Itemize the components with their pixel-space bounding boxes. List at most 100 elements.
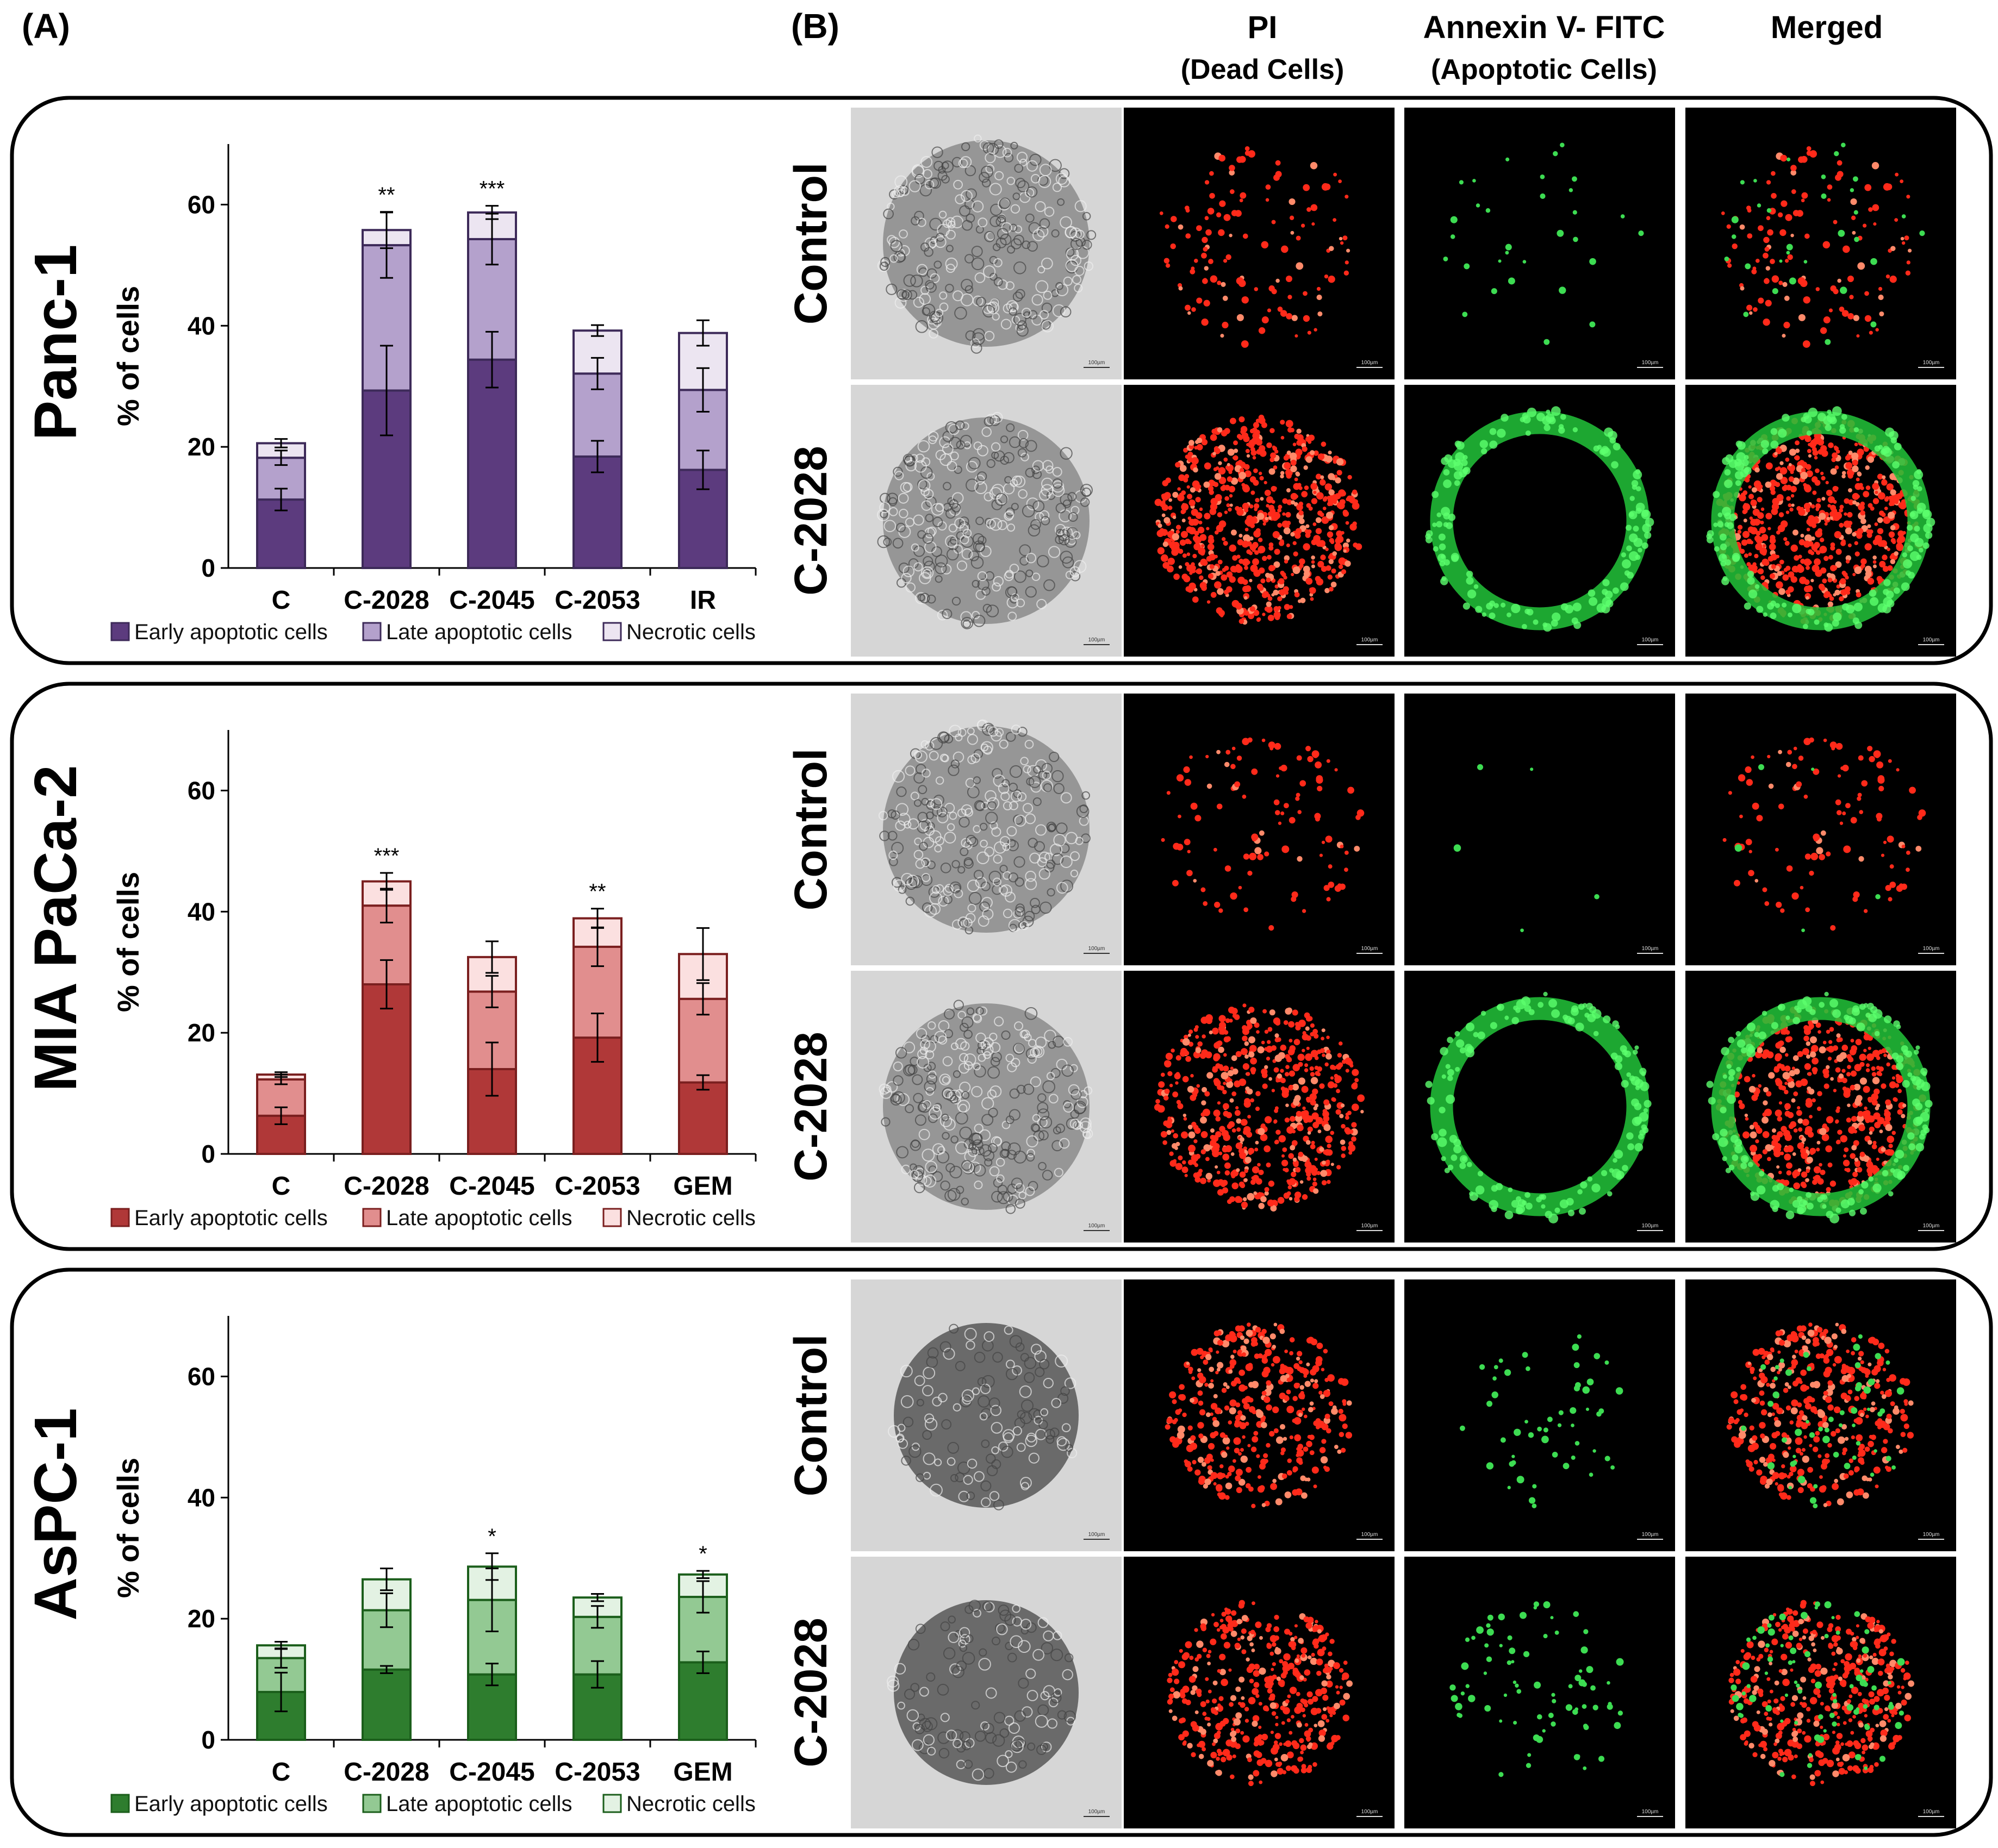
pi-signal [1778, 280, 1783, 285]
pi-signal [1235, 1106, 1239, 1110]
annexin-signal [1853, 210, 1858, 215]
cell [999, 836, 1011, 847]
cell [949, 499, 959, 509]
pi-signal [1185, 1056, 1192, 1062]
pi-signal [1851, 1116, 1857, 1122]
pi-signal [1248, 613, 1254, 620]
pi-signal [1888, 496, 1893, 500]
pi-signal [1764, 278, 1769, 282]
pi-signal [1256, 617, 1261, 622]
pi-signal [1188, 1145, 1196, 1153]
pi-signal [1352, 1082, 1358, 1088]
cell [968, 457, 981, 470]
pi-signal [1864, 291, 1869, 296]
cell [896, 1146, 909, 1159]
pi-signal [1346, 497, 1350, 502]
pi-signal [1327, 1179, 1331, 1184]
pi-signal [1253, 610, 1260, 616]
pi-signal [1822, 578, 1827, 584]
pi-signal [1305, 524, 1310, 528]
pi-signal [1167, 1071, 1173, 1077]
pi-signal [1780, 1151, 1784, 1156]
cell [1035, 759, 1048, 771]
annexin-signal [1841, 142, 1846, 148]
pi-signal [1901, 844, 1906, 848]
pi-signal [1193, 543, 1201, 551]
pi-signal [1778, 512, 1784, 517]
cell [966, 460, 978, 473]
pi-signal [1226, 503, 1230, 508]
pi-signal [1189, 755, 1193, 759]
pi-signal [1200, 887, 1206, 892]
scale-bar: 100µm [1637, 1223, 1663, 1231]
cell [942, 443, 954, 455]
pi-signal [1743, 519, 1747, 523]
cell [979, 172, 990, 183]
pi-signal [1314, 328, 1317, 332]
annexin-signal [1601, 446, 1609, 454]
cell [924, 1080, 936, 1093]
pi-signal [1915, 846, 1922, 852]
pi-signal [1274, 810, 1280, 815]
pi-signal [1298, 1151, 1304, 1157]
pi-signal [1818, 449, 1823, 455]
pi-signal [1845, 462, 1853, 470]
pi-signal [1814, 1175, 1821, 1182]
pi-signal [1876, 1103, 1881, 1108]
annexin-signal [1455, 1066, 1460, 1072]
pi-signal [1771, 171, 1776, 176]
pi-signal [1847, 543, 1852, 547]
pi-signal [1819, 548, 1825, 554]
cell [942, 608, 953, 619]
cell [903, 1041, 916, 1054]
cell [1058, 534, 1070, 546]
cell [974, 481, 987, 495]
annexin-signal [1610, 1052, 1618, 1060]
annexin-signal [1462, 602, 1471, 610]
annexin-signal [1884, 1015, 1892, 1023]
pi-signal [1199, 534, 1207, 541]
annexin-signal [1453, 1145, 1462, 1154]
pi-signal [1760, 520, 1764, 525]
pi-signal [1242, 484, 1249, 491]
row-label: C-2028 [785, 1032, 836, 1182]
pi-signal [1787, 1112, 1794, 1119]
pi-signal [1181, 1166, 1188, 1173]
pi-signal [1294, 334, 1298, 338]
pi-signal [1215, 1147, 1219, 1152]
pi-signal [1822, 1068, 1829, 1075]
pi-signal [1307, 1131, 1311, 1135]
pi-signal [1866, 1166, 1874, 1175]
pi-signal [1275, 774, 1280, 778]
cell [931, 503, 944, 516]
pi-signal [1289, 1178, 1296, 1185]
pi-signal [1268, 516, 1272, 520]
annexin-signal [1446, 1094, 1455, 1104]
cell [926, 860, 936, 870]
cell [890, 1093, 900, 1103]
pi-signal [1205, 1014, 1213, 1022]
annexin-signal [1878, 445, 1883, 450]
pi-signal [1798, 539, 1806, 546]
cell [911, 543, 919, 552]
pi-signal [1896, 544, 1904, 551]
cell [935, 575, 943, 583]
cell [893, 1061, 903, 1072]
cell [933, 1103, 942, 1111]
cell [992, 582, 1001, 592]
pi-signal [1845, 559, 1850, 564]
pi-signal [1810, 439, 1818, 446]
cell [951, 860, 960, 869]
pi-signal [1267, 1040, 1271, 1044]
pi-signal [1258, 1128, 1265, 1135]
cell [914, 837, 922, 846]
annexin-image: 100µm [1404, 971, 1675, 1243]
cell [1026, 1153, 1035, 1162]
pi-signal [1230, 1152, 1235, 1156]
annexin-signal [1890, 437, 1897, 444]
pi-signal [1214, 530, 1219, 535]
cell [924, 741, 935, 751]
cell [1055, 503, 1066, 514]
pi-signal [1878, 286, 1883, 291]
annexin-signal [1587, 1176, 1593, 1182]
